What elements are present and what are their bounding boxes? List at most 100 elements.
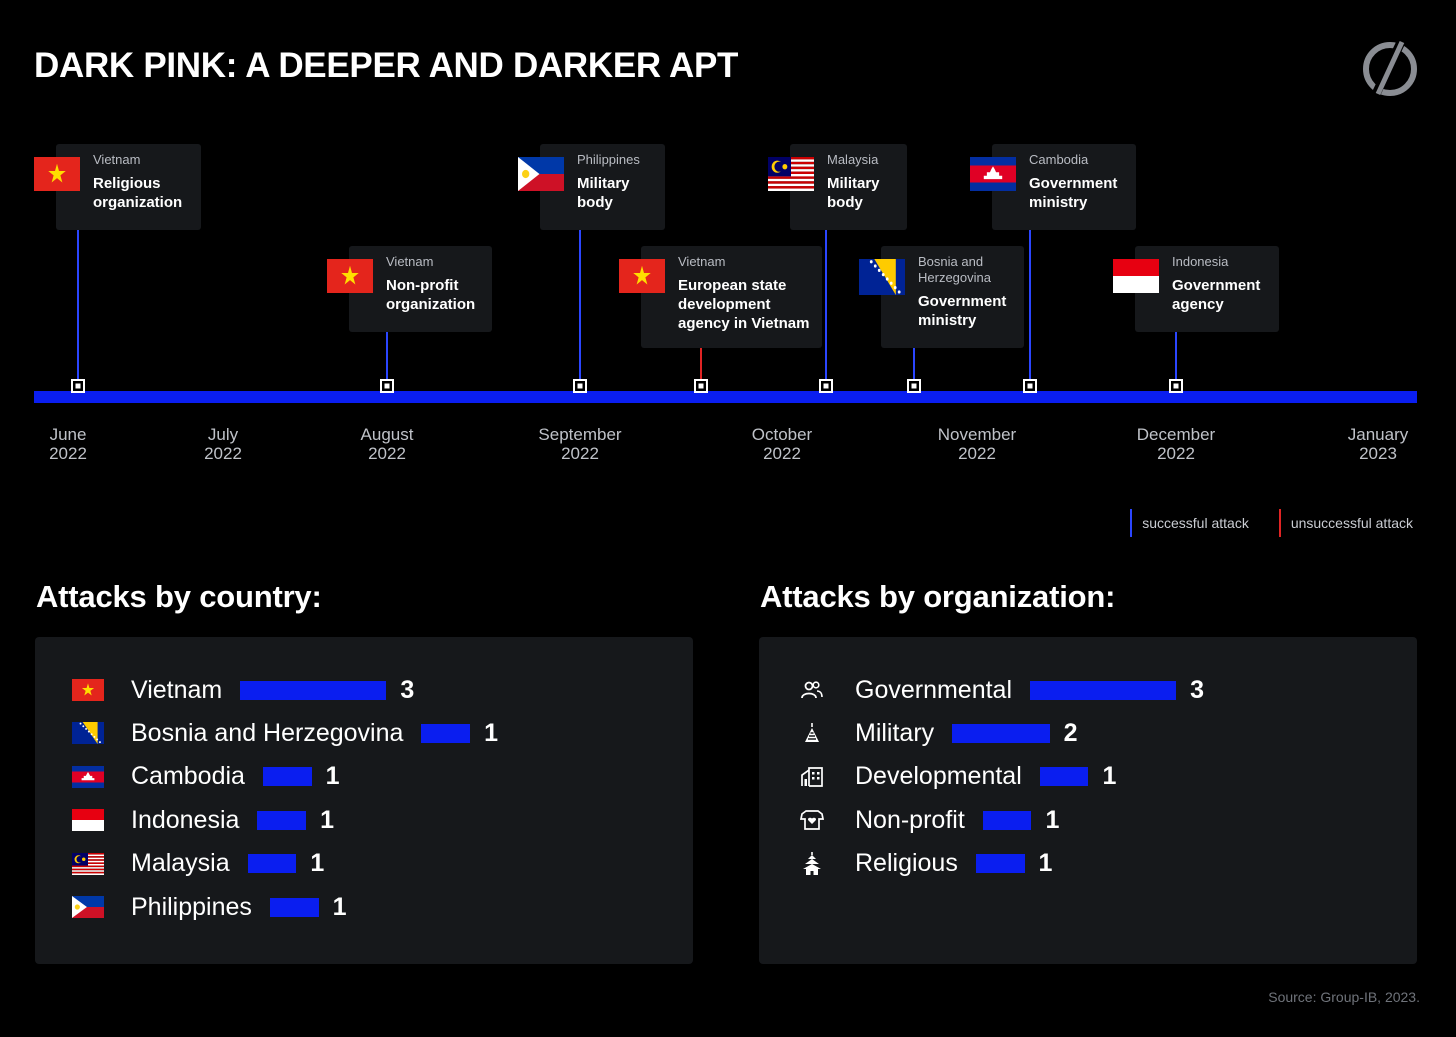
- category-label: Developmental: [855, 762, 1022, 791]
- chart-row: Military 2: [795, 716, 1077, 750]
- event-country: Vietnam: [386, 254, 434, 269]
- legend-unsuccessful-label: unsuccessful attack: [1290, 515, 1413, 531]
- event-card: Vietnam European state development agency…: [641, 246, 822, 348]
- bar: [982, 810, 1032, 830]
- month-month-label: September: [538, 425, 621, 444]
- cambodia-flag-icon: [970, 157, 1016, 191]
- timeline-bar: [34, 391, 1417, 403]
- value-label: 1: [332, 892, 347, 921]
- bar: [952, 723, 1050, 743]
- event-country: Malaysia: [827, 152, 879, 167]
- indonesia-flag-icon: [1113, 259, 1159, 293]
- page-title: DARK PINK: A DEEPER AND DARKER APT: [34, 46, 739, 85]
- vietnam-flag-icon: [71, 678, 105, 702]
- category-label: Religious: [855, 849, 958, 878]
- legend: successful attack unsuccessful attack: [1130, 509, 1413, 537]
- bar: [269, 897, 319, 917]
- month-year-label: 2022: [958, 444, 996, 463]
- bar: [975, 854, 1025, 874]
- malaysia-flag-icon: [71, 852, 105, 876]
- heart-shirt-icon: [795, 808, 829, 832]
- chart-row: Indonesia 1: [71, 803, 334, 837]
- event-organization: European state development agency in Vie…: [678, 277, 810, 332]
- cambodia-flag-icon: [71, 765, 105, 789]
- value-label: 1: [484, 718, 498, 747]
- event-marker-dot: [823, 383, 829, 389]
- chart-row: Cambodia 1: [71, 760, 340, 794]
- bar: [1039, 767, 1089, 787]
- event-marker-dot: [75, 383, 81, 389]
- month-month-label: November: [938, 425, 1017, 444]
- temple-icon: [795, 851, 829, 876]
- value-label: 3: [400, 675, 415, 704]
- bar: [421, 723, 471, 743]
- bar: [240, 680, 387, 700]
- value-label: 1: [325, 762, 340, 791]
- legend-successful-label: successful attack: [1142, 515, 1249, 531]
- category-label: Non-profit: [855, 805, 965, 834]
- event-card: Cambodia Government ministry: [992, 144, 1136, 230]
- chart-row: Malaysia 1: [71, 847, 324, 881]
- value-label: 1: [320, 805, 335, 834]
- category-label: Indonesia: [131, 805, 240, 834]
- bosnia-flag-icon: [71, 721, 105, 745]
- category-label: Philippines: [131, 892, 252, 921]
- event-country: Cambodia: [1029, 152, 1089, 167]
- event-marker-dot: [1173, 383, 1179, 389]
- month-year-label: 2022: [49, 444, 87, 463]
- malaysia-flag-icon: [768, 157, 814, 191]
- value-label: 1: [310, 849, 325, 878]
- vietnam-flag-icon: [34, 157, 80, 191]
- value-label: 3: [1190, 675, 1205, 704]
- timeline: June 2022 July 2022 August 2022 September 2022 O…: [0, 0, 1456, 480]
- event-organization: Non-profit organization: [386, 277, 476, 313]
- event-organization: Military body: [827, 175, 880, 211]
- country-chart-panel: Vietnam 3 Bosnia and Herzegovina 1 Cambodia 1…: [35, 637, 693, 964]
- event-country: Vietnam: [93, 152, 141, 167]
- event-organization: Government ministry: [1029, 175, 1118, 211]
- grenade-icon: [795, 721, 829, 745]
- month-year-label: 2022: [763, 444, 801, 463]
- vietnam-flag-icon: [327, 259, 373, 293]
- people-icon: [795, 678, 829, 702]
- event-organization: Government ministry: [918, 293, 1007, 329]
- value-label: 1: [1102, 762, 1117, 791]
- event-country: Indonesia: [1172, 254, 1229, 269]
- bar: [257, 810, 307, 830]
- chart-row: Bosnia and Herzegovina 1: [71, 716, 498, 750]
- event-marker-dot: [384, 383, 390, 389]
- bosnia-flag-icon: [859, 259, 905, 295]
- event-marker-dot: [1027, 383, 1033, 389]
- event-marker-dot: [577, 383, 583, 389]
- chart-row: Vietnam 3: [71, 673, 414, 707]
- chart-row: Non-profit 1: [795, 803, 1059, 837]
- category-label: Cambodia: [131, 762, 245, 791]
- month-month-label: July: [208, 425, 239, 444]
- month-year-label: 2022: [561, 444, 599, 463]
- source-note: Source: Group-IB, 2023.: [1268, 989, 1420, 1005]
- category-label: Bosnia and Herzegovina: [131, 718, 404, 747]
- month-month-label: October: [752, 425, 813, 444]
- chart-row: Philippines 1: [71, 890, 347, 924]
- bar: [262, 767, 312, 787]
- bar: [247, 854, 297, 874]
- month-year-label: 2022: [204, 444, 242, 463]
- event-country: Philippines: [577, 152, 640, 167]
- group-ib-logo-icon: [1363, 38, 1417, 96]
- chart-row: Governmental 3: [795, 673, 1204, 707]
- vietnam-flag-icon: [619, 259, 665, 293]
- legend-unsuccessful-line: [1278, 509, 1281, 537]
- philippines-flag-icon: [71, 895, 105, 919]
- event-country: Vietnam: [678, 254, 726, 269]
- event-card: Indonesia Government agency: [1135, 246, 1279, 332]
- organization-section-title: Attacks by organization:: [760, 579, 1116, 614]
- legend-successful: successful attack: [1130, 509, 1249, 537]
- event-organization: Religious organization: [93, 175, 183, 211]
- chart-row: Developmental 1: [795, 760, 1116, 794]
- event-organization: Military body: [577, 175, 630, 211]
- month-year-label: 2022: [1157, 444, 1195, 463]
- legend-successful-line: [1130, 509, 1133, 537]
- organization-chart-panel: Governmental 3 Military 2 Developmental 1 Non-…: [759, 637, 1417, 964]
- month-month-label: December: [1137, 425, 1216, 444]
- timeline-axis-svg: June2022July2022August2022September2022O…: [34, 230, 1417, 463]
